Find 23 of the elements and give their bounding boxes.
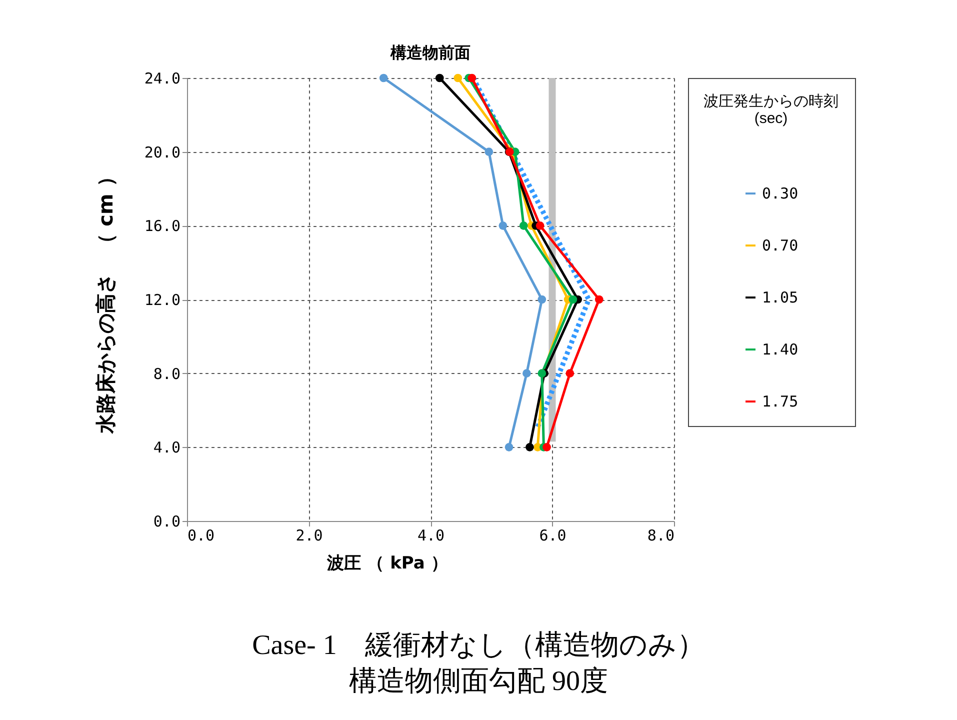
x-tick-label: 6.0	[539, 526, 566, 544]
y-axis-title: 水路床からの高さ （ cm ）	[93, 166, 118, 434]
legend-label: 0.70	[762, 236, 798, 254]
chart-title: 構造物前面	[390, 43, 470, 62]
x-axis-title: 波圧 （ kPa ）	[326, 554, 448, 574]
text: 構造物側面勾配 90度	[348, 665, 609, 699]
y-tick-label: 8.0	[153, 364, 180, 383]
legend-title: 波圧発生からの時刻 (sec)	[704, 93, 838, 127]
y-tick-label: 20.0	[144, 143, 180, 162]
x-tick-label: 2.0	[296, 526, 323, 544]
x-tick-label: 4.0	[417, 526, 445, 544]
y-tick-label: 24.0	[144, 70, 180, 88]
y-tick-label: 12.0	[144, 291, 180, 309]
legend-label: 0.30	[762, 184, 798, 202]
x-tick-label: 0.0	[188, 526, 215, 544]
x-tick-label: 8.0	[647, 526, 674, 544]
legend-label: 1.05	[762, 288, 798, 306]
legend-label: 1.40	[762, 340, 798, 358]
y-tick-label: 4.0	[153, 438, 180, 457]
y-tick-label: 16.0	[144, 217, 180, 236]
text: Case- 1 緩衝材なし（構造物のみ）	[251, 629, 706, 663]
legend-label: 1.75	[762, 392, 798, 410]
y-tick-label: 0.0	[153, 512, 180, 530]
